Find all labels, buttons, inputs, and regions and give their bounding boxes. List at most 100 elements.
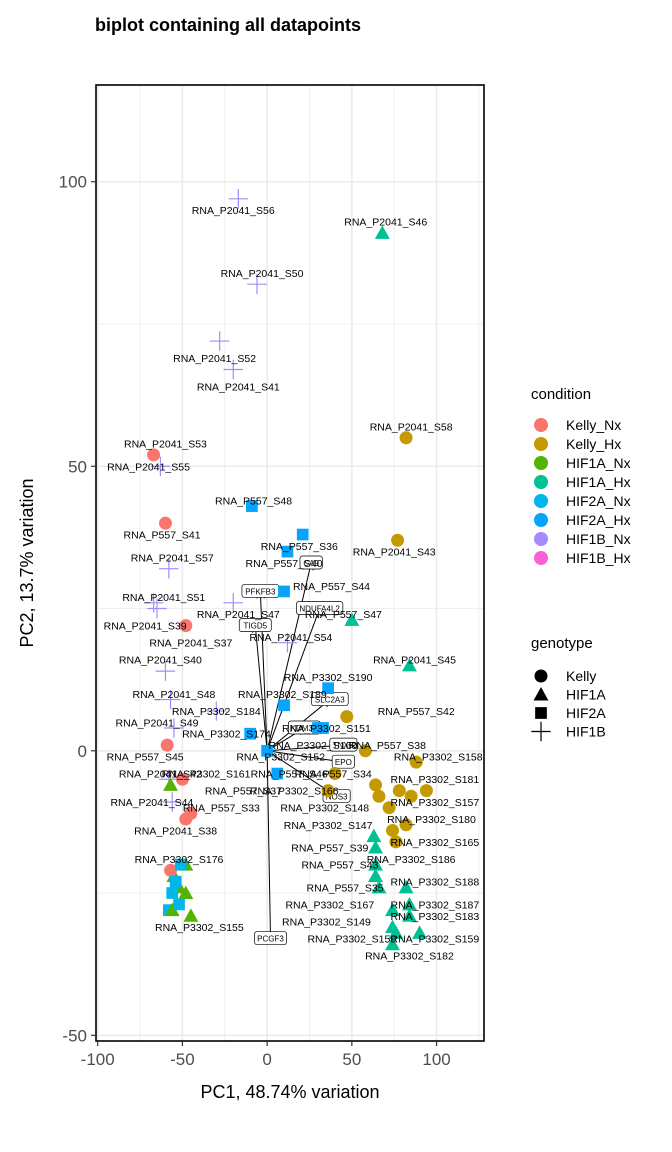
data-point	[328, 767, 342, 781]
x-tick-label: 50	[342, 1050, 361, 1069]
data-point	[322, 682, 334, 695]
data-point	[368, 857, 384, 871]
point-label: RNA_P2041_S41	[197, 382, 280, 394]
point-label: RNA_P3302_S155	[155, 922, 244, 934]
point-label: RNA_P557_S48	[215, 495, 292, 507]
data-point	[344, 612, 360, 626]
point-label: RNA_P557_S35	[307, 882, 384, 894]
loading-arrows: CA9 PFKFB3 TIGD5 NDUFA4L2 SLC2A3 KDM3A TNXB EPO…	[238, 555, 358, 945]
y-tick-label: 50	[68, 457, 87, 476]
legend-genotype-label: HIF1B	[566, 724, 606, 740]
data-point	[223, 593, 243, 613]
data-point	[371, 879, 387, 894]
point-label: RNA_P3302_S147	[284, 820, 373, 832]
point-label: RNA_P3302_S183	[390, 911, 479, 923]
data-point	[409, 755, 423, 769]
point-label: RNA_P2041_S43	[353, 547, 436, 559]
data-point	[164, 718, 184, 738]
data-point	[278, 585, 290, 598]
data-point	[321, 784, 335, 798]
data-point	[162, 792, 182, 812]
data-point	[419, 784, 433, 798]
point-label: RNA_P2041_S39	[104, 621, 187, 633]
point-label: RNA_P3302_S174	[182, 729, 271, 741]
point-label: RNA_P2041_S46	[344, 217, 427, 229]
data-point	[147, 448, 161, 462]
data-point	[401, 908, 417, 922]
legend-condition-key	[534, 437, 548, 451]
data-point	[401, 657, 417, 672]
loading-arrow	[255, 626, 268, 751]
point-label: RNA_P3302_S189	[238, 689, 327, 701]
point-label: RNA_P2041_S45	[373, 655, 456, 667]
x-tick-label: 100	[422, 1050, 450, 1069]
point-label: RNA_P557_S46	[251, 769, 328, 781]
point-label: RNA_P2041_S38	[134, 825, 217, 837]
point-label: RNA_P2041_S44	[110, 797, 193, 809]
x-tick-label: -100	[81, 1050, 115, 1069]
data-point	[174, 858, 187, 871]
legend-condition-key	[534, 475, 548, 489]
y-tick-label: 100	[59, 173, 87, 192]
data-point	[372, 789, 386, 803]
data-point	[281, 545, 294, 558]
legend-genotype-title: genotype	[531, 635, 593, 652]
data-point	[398, 879, 414, 894]
data-point	[158, 516, 172, 530]
legend-condition-key	[534, 494, 548, 508]
legend-condition-label: HIF2A_Nx	[566, 493, 631, 509]
loading-label: SLC2A3	[315, 696, 345, 705]
point-label: RNA_P557_S40	[246, 558, 323, 570]
y-axis-title: PC2, 13.7% variation	[17, 478, 37, 647]
point-label: RNA_P2041_S52	[173, 353, 256, 365]
data-point	[179, 619, 193, 633]
legend-genotype-key	[533, 687, 549, 701]
data-point	[169, 875, 182, 888]
data-point	[164, 863, 178, 877]
data-point	[382, 801, 396, 815]
point-label: RNA_P3302_S150	[307, 934, 396, 946]
legend-genotype-key	[534, 669, 548, 683]
data-point	[391, 533, 405, 547]
point-label: RNA_P557_S45	[107, 751, 184, 763]
legend-condition-label: HIF1B_Nx	[566, 531, 631, 547]
loading-label: NOS3	[326, 792, 348, 801]
point-label: RNA_P3302_S161	[162, 769, 251, 781]
data-point	[340, 710, 354, 724]
point-label: RNA_P3302_S187	[390, 899, 479, 911]
panel-background	[96, 85, 484, 1041]
data-point	[358, 744, 372, 758]
data-point	[277, 632, 298, 653]
point-label: RNA_P2041_S47	[197, 609, 280, 621]
data-point	[246, 500, 258, 512]
data-point	[178, 885, 194, 900]
panel-border	[95, 84, 485, 1042]
legend-condition-label: HIF1A_Nx	[566, 455, 631, 471]
data-point	[412, 925, 428, 939]
point-label: RNA_P3302_S182	[365, 951, 454, 963]
legend-condition-label: HIF1A_Hx	[566, 474, 631, 490]
point-label: RNA_P2041_S55	[107, 461, 190, 473]
data-point	[368, 840, 384, 854]
point-label: RNA_P557_S47	[305, 609, 382, 621]
point-label: RNA_P557_S43	[301, 860, 378, 872]
legend-condition-key	[534, 418, 548, 432]
legend-condition-title: condition	[531, 386, 591, 403]
point-label: RNA_P3302_S149	[282, 917, 371, 929]
legend-genotype-label: HIF2A	[566, 705, 606, 721]
data-point	[312, 722, 324, 734]
point-label: RNA_P2041_S37	[149, 638, 232, 650]
data-point	[155, 661, 176, 681]
data-point	[209, 331, 230, 351]
data-point	[296, 528, 309, 541]
point-label: RNA_P3302_S167	[285, 899, 374, 911]
legend-condition-label: Kelly_Hx	[566, 436, 621, 452]
loading-arrow	[260, 591, 268, 751]
grid-lines	[96, 85, 484, 1041]
data-point	[150, 456, 171, 477]
data-points: RNA_P2041_S56 RNA_P2041_S46 RNA_P2041_S50 R…	[104, 189, 483, 963]
point-label: RNA_P3302_S148	[280, 803, 369, 815]
point-label: RNA_P3302_S157	[390, 797, 479, 809]
point-label: RNA_P2041_S54	[249, 632, 332, 644]
data-point	[247, 274, 267, 294]
